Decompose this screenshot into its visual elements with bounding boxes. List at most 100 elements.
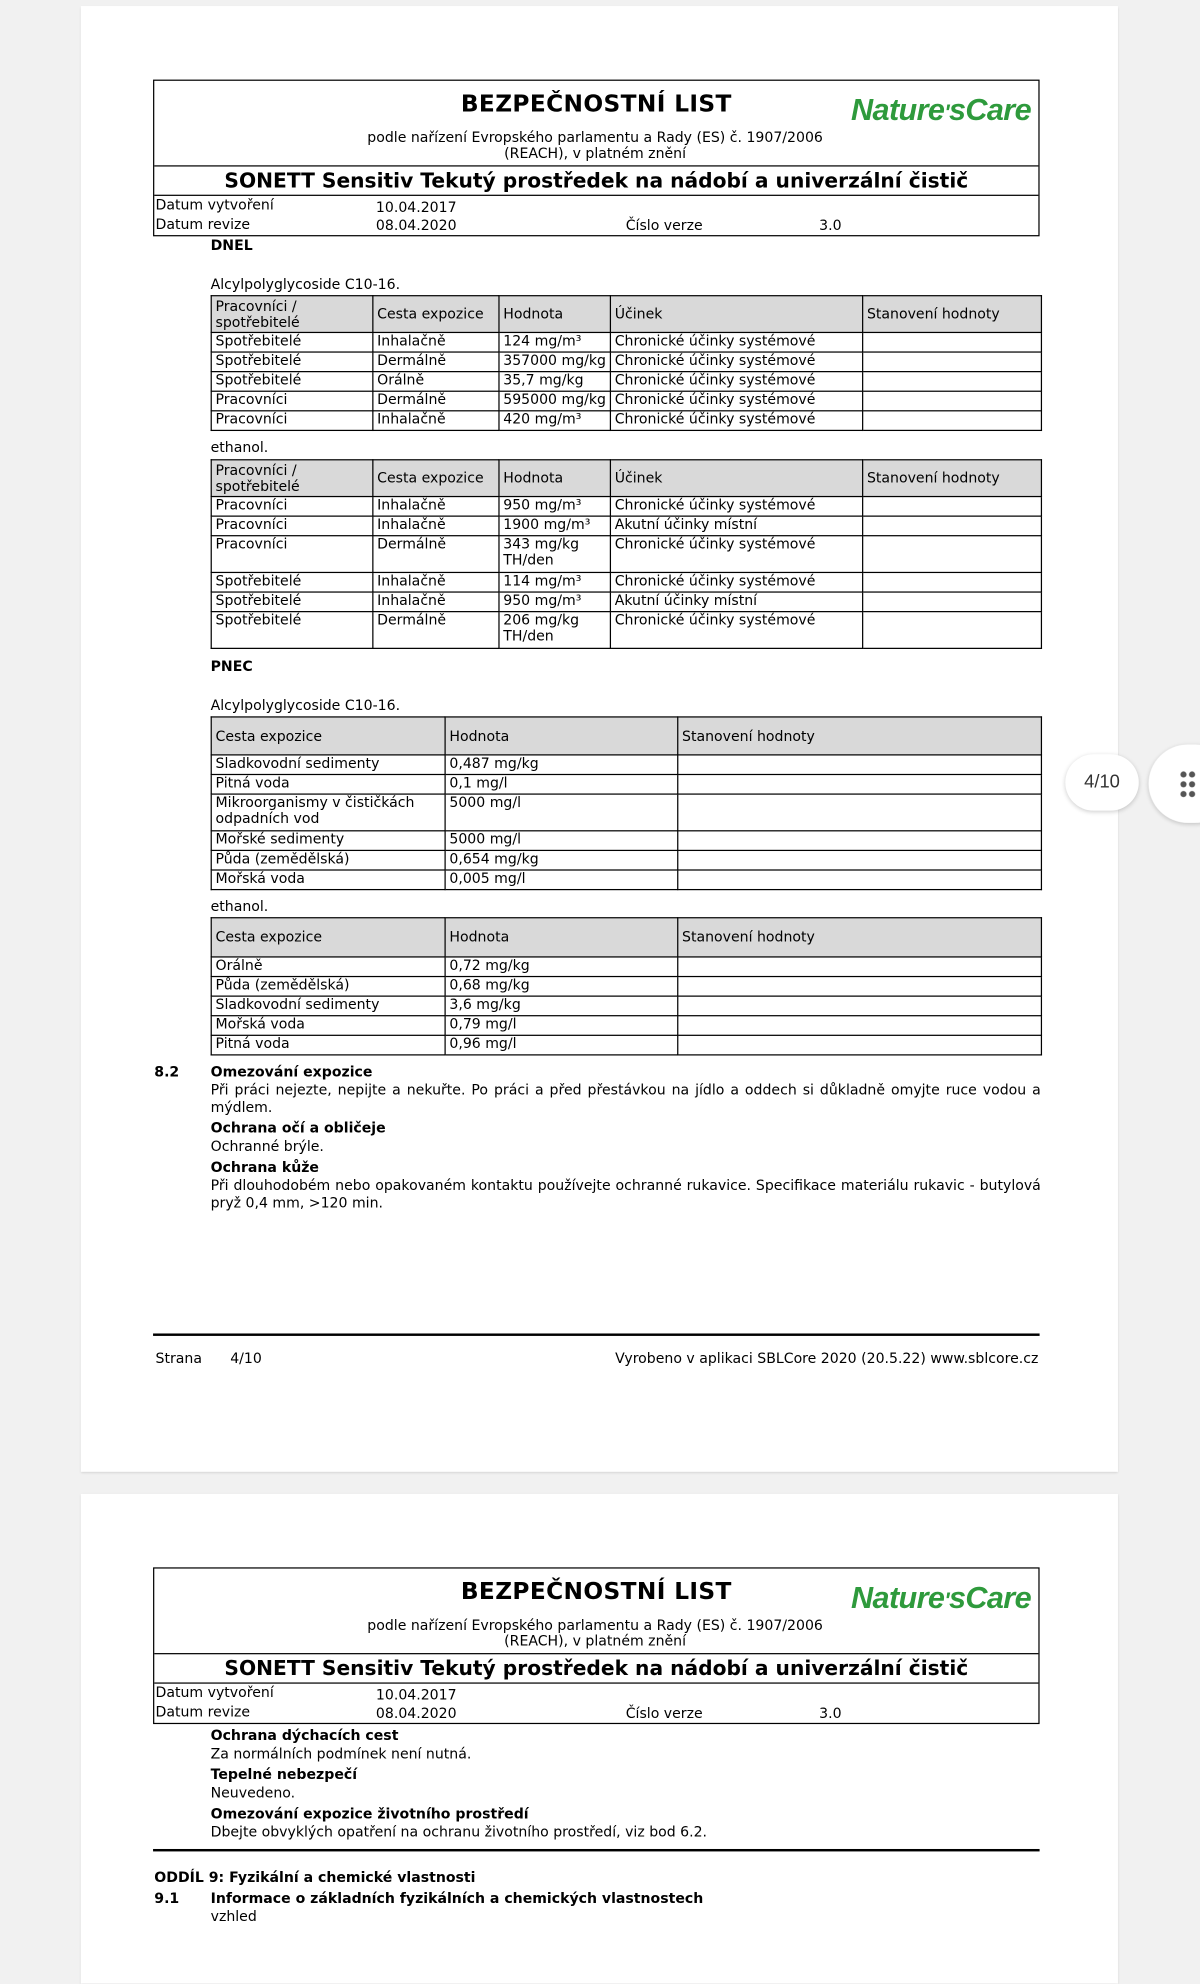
table-cell: Chronické účinky systémové bbox=[609, 351, 864, 373]
table-cell: Chronické účinky systémové bbox=[609, 495, 864, 517]
table-cell: Mořská voda bbox=[210, 869, 446, 891]
table-cell bbox=[677, 754, 1043, 776]
table-cell: Mořské sedimenty bbox=[210, 830, 446, 852]
table-cell: Chronické účinky systémové bbox=[609, 571, 864, 593]
column-header: Stanovení hodnoty bbox=[677, 917, 1043, 958]
table-cell: Orálně bbox=[372, 371, 500, 392]
product-name: SONETT Sensitiv Tekutý prostředek na nád… bbox=[154, 165, 1039, 196]
table-cell: 357000 mg/kg bbox=[498, 351, 612, 373]
created-label: Datum vytvoření bbox=[155, 1683, 274, 1701]
table-cell: Spotřebitelé bbox=[210, 571, 374, 593]
table-row: Spotřebitelé Inhalačně 124 mg/m³ Chronické … bbox=[210, 331, 1043, 353]
version-label: Číslo verze bbox=[625, 216, 703, 234]
subsection-title: Ochrana očí a obličeje bbox=[210, 1119, 386, 1137]
table-cell: Orálně bbox=[210, 956, 446, 978]
revision-date: 08.04.2020 bbox=[375, 216, 457, 234]
table-cell: 5000 mg/l bbox=[444, 793, 679, 832]
revision-date: 08.04.2020 bbox=[375, 1704, 457, 1722]
table-cell: Pracovníci bbox=[210, 390, 374, 412]
subtitle-line: podle nařízení Evropského parlamentu a R… bbox=[367, 128, 823, 146]
table-header-row: Pracovníci / spotřebitelé Cesta expozice H… bbox=[210, 459, 1043, 498]
table-cell: 0,487 mg/kg bbox=[444, 754, 679, 776]
table-cell: 0,1 mg/l bbox=[444, 773, 679, 795]
table-cell: Spotřebitelé bbox=[210, 331, 374, 353]
table-row: Pitná voda 0,1 mg/l bbox=[210, 773, 1043, 795]
table-row: Pracovníci Inhalačně 1900 mg/m³ Akutní účin… bbox=[210, 515, 1043, 537]
table-row: Půda (zemědělská) 0,654 mg/kg bbox=[210, 849, 1043, 871]
column-header: Účinek bbox=[609, 459, 864, 498]
table-header-row: Cesta expozice Hodnota Stanovení hodnoty bbox=[210, 716, 1043, 756]
footer-page-label: Strana bbox=[155, 1349, 202, 1367]
table-row: Pracovníci Inhalačně 420 mg/m³ Chronické úč… bbox=[210, 410, 1043, 432]
table-cell: 1900 mg/m³ bbox=[498, 515, 612, 537]
table-cell: Pitná voda bbox=[210, 773, 446, 795]
subsection-text: Za normálních podmínek není nutná. bbox=[210, 1744, 472, 1763]
table-cell: Pracovníci bbox=[210, 515, 374, 537]
column-header: Cesta expozice bbox=[210, 716, 446, 756]
brand-logo: Nature'sCare bbox=[851, 1580, 1032, 1616]
table-header-row: Pracovníci / spotřebitelé Cesta expozice H… bbox=[210, 295, 1043, 334]
substance-label: Alcylpolyglycoside C10-16. bbox=[210, 275, 401, 293]
dnel-table-alcylpolyglycoside: Pracovníci / spotřebitelé Cesta expozice H… bbox=[210, 295, 1043, 432]
version-label: Číslo verze bbox=[625, 1704, 703, 1722]
pnec-heading: PNEC bbox=[210, 657, 253, 675]
subtitle-line: (REACH), v platném znění bbox=[504, 144, 687, 162]
column-header: Stanovení hodnoty bbox=[862, 295, 1043, 334]
table-cell: Spotřebitelé bbox=[210, 351, 374, 373]
created-label: Datum vytvoření bbox=[155, 195, 274, 214]
column-header: Pracovníci / spotřebitelé bbox=[210, 459, 374, 498]
table-cell: Pracovníci bbox=[210, 535, 374, 574]
table-cell: Pracovníci bbox=[210, 410, 374, 432]
table-row: Orálně 0,72 mg/kg bbox=[210, 956, 1043, 978]
table-row: Pracovníci Inhalačně 950 mg/m³ Chronické úč… bbox=[210, 495, 1043, 517]
subsection-title: Tepelné nebezpečí bbox=[210, 1765, 358, 1783]
table-row: Půda (zemědělská) 0,68 mg/kg bbox=[210, 975, 1043, 997]
page-indicator[interactable]: 4/10 bbox=[1065, 754, 1139, 811]
table-row: Spotřebitelé Dermálně 357000 mg/kg Chronick… bbox=[210, 351, 1043, 373]
brand-logo: Nature'sCare bbox=[851, 93, 1032, 128]
substance-label: ethanol. bbox=[210, 438, 269, 456]
section-title: Omezování expozice bbox=[210, 1062, 373, 1081]
subsection-title: Ochrana dýchacích cest bbox=[210, 1726, 399, 1744]
table-cell: Inhalačně bbox=[372, 495, 500, 517]
document-title: BEZPEČNOSTNÍ LIST bbox=[460, 1578, 732, 1606]
table-cell: 0,005 mg/l bbox=[444, 869, 679, 891]
table-cell: Pracovníci bbox=[210, 495, 374, 517]
table-cell: 3,6 mg/kg bbox=[444, 995, 679, 1017]
table-cell: Inhalačně bbox=[372, 571, 500, 593]
table-cell: Chronické účinky systémové bbox=[609, 535, 864, 574]
section-number: 9.1 bbox=[154, 1889, 180, 1907]
document-header: BEZPEČNOSTNÍ LIST Nature'sCare podle nař… bbox=[153, 79, 1040, 237]
table-cell: 0,96 mg/l bbox=[444, 1034, 679, 1056]
table-cell: 595000 mg/kg bbox=[498, 390, 612, 412]
column-header: Účinek bbox=[609, 295, 864, 334]
table-cell bbox=[677, 849, 1043, 871]
table-row: Mořské sedimenty 5000 mg/l bbox=[210, 830, 1043, 852]
column-header: Cesta expozice bbox=[372, 295, 500, 334]
page-5 bbox=[80, 1493, 1118, 1984]
menu-button[interactable] bbox=[1148, 744, 1200, 823]
table-row: Spotřebitelé Inhalačně 950 mg/m³ Akutní úči… bbox=[210, 591, 1043, 613]
substance-label: ethanol. bbox=[210, 897, 269, 915]
table-cell bbox=[862, 515, 1043, 537]
created-date: 10.04.2017 bbox=[375, 1686, 457, 1704]
pnec-table-alcylpolyglycoside: Cesta expozice Hodnota Stanovení hodnoty Sl… bbox=[210, 716, 1043, 891]
table-cell bbox=[677, 1015, 1043, 1036]
table-cell: 206 mg/kg TH/den bbox=[498, 611, 612, 649]
section-title: Informace o základních fyzikálních a che… bbox=[210, 1889, 704, 1907]
table-cell bbox=[677, 975, 1043, 997]
table-cell: Akutní účinky místní bbox=[609, 591, 864, 613]
table-cell: 950 mg/m³ bbox=[498, 495, 612, 517]
table-cell: 343 mg/kg TH/den bbox=[498, 535, 612, 574]
table-cell bbox=[862, 495, 1043, 517]
table-cell: Inhalačně bbox=[372, 410, 500, 432]
table-cell: Půda (zemědělská) bbox=[210, 975, 446, 997]
table-row: Spotřebitelé Orálně 35,7 mg/kg Chronické úč… bbox=[210, 371, 1043, 392]
table-cell bbox=[862, 331, 1043, 353]
section-number: 8.2 bbox=[154, 1062, 180, 1081]
regulation-subtitle: podle nařízení Evropského parlamentu a R… bbox=[301, 128, 889, 162]
subtitle-line: (REACH), v platném znění bbox=[504, 1632, 687, 1650]
table-cell: Mikroorganismy v čističkách odpadních vo… bbox=[210, 793, 446, 832]
table-header-row: Cesta expozice Hodnota Stanovení hodnoty bbox=[210, 917, 1043, 958]
table-cell: Pitná voda bbox=[210, 1034, 446, 1056]
